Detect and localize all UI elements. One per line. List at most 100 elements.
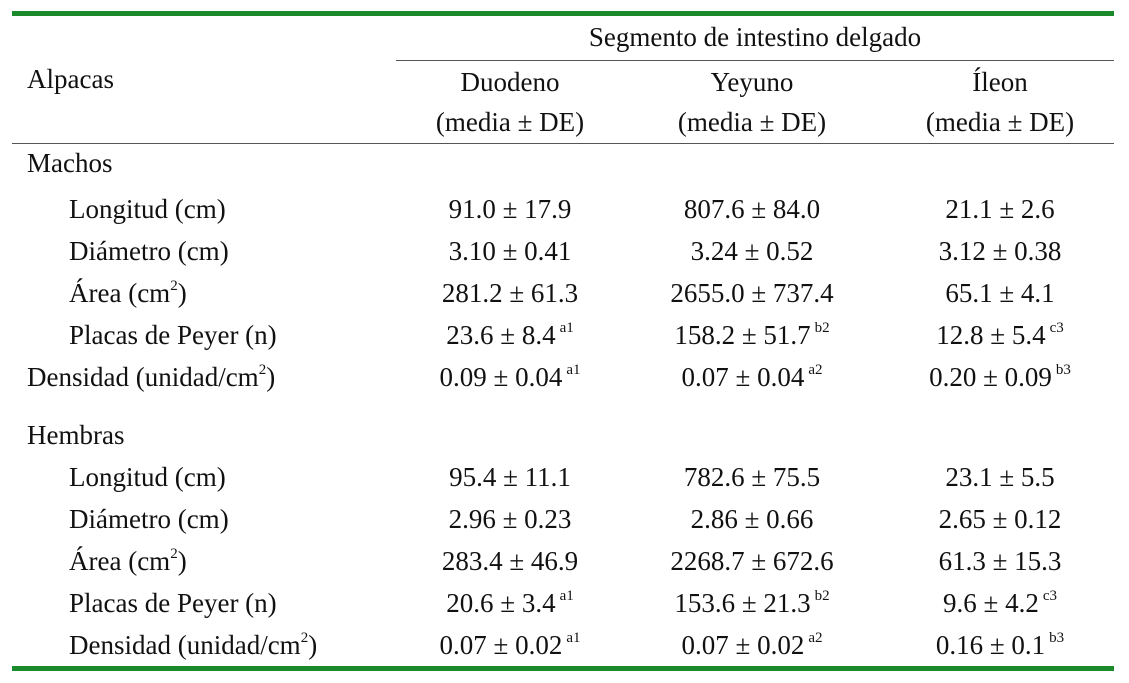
column-header-ileon: Íleon: [972, 67, 1028, 97]
cell-superscript: a2: [808, 362, 823, 378]
table-cell: 2655.0 ± 737.4: [670, 276, 833, 310]
table-cell: 283.4 ± 46.9: [442, 544, 578, 578]
row-label-text: Diámetro (cm): [69, 236, 229, 266]
column-subheader-yeyuno: (media ± DE): [677, 107, 827, 137]
cell-value: 283.4 ± 46.9: [441, 546, 579, 576]
bottom-rule: [12, 666, 1114, 671]
row-label-superscript: 2: [300, 630, 309, 646]
cell-value: 0.07 ± 0.02: [439, 630, 563, 660]
cell-value: 23.6 ± 8.4: [446, 320, 556, 350]
row-label: Área (cm2): [69, 276, 187, 310]
table-cell: 95.4 ± 11.1: [449, 460, 571, 494]
cell-value: 95.4 ± 11.1: [449, 462, 571, 492]
cell-value: 21.1 ± 2.6: [945, 194, 1055, 224]
header-bottom-rule: [12, 143, 1114, 144]
cell-superscript: c3: [1042, 588, 1057, 604]
cell-value: 23.1 ± 5.5: [945, 462, 1055, 492]
row-label: Longitud (cm): [69, 192, 226, 226]
cell-value: 2.86 ± 0.66: [690, 504, 814, 534]
row-label-text: Diámetro (cm): [69, 504, 229, 534]
cell-value: 0.20 ± 0.09: [929, 362, 1052, 392]
cell-value: 91.0 ± 17.9: [448, 194, 572, 224]
cell-value: 65.1 ± 4.1: [945, 278, 1055, 308]
cell-superscript: b2: [814, 320, 830, 336]
cell-superscript: a2: [808, 630, 823, 646]
table-cell: 2268.7 ± 672.6: [670, 544, 833, 578]
row-label-superscript: 2: [170, 546, 178, 562]
cell-superscript: c3: [1049, 320, 1064, 336]
table-cell: 3.10 ± 0.41: [449, 234, 572, 268]
table-cell: 2.65 ± 0.12: [939, 502, 1062, 536]
row-label-tail: ): [308, 630, 318, 660]
cell-value: 2268.7 ± 672.6: [670, 546, 834, 576]
row-label-text: Longitud (cm): [69, 194, 226, 224]
cell-value: 12.8 ± 5.4: [936, 320, 1046, 350]
row-label-tail: ): [177, 546, 187, 576]
row-label: Densidad (unidad/cm2): [27, 360, 275, 394]
table-cell: 21.1 ± 2.6: [945, 192, 1054, 226]
cell-value: 782.6 ± 75.5: [683, 462, 821, 492]
cell-value: 0.07 ± 0.04: [681, 362, 805, 392]
table-cell: 0.20 ± 0.09 b3: [929, 360, 1071, 394]
table-cell: 153.6 ± 21.3 b2: [674, 586, 829, 620]
cell-value: 0.16 ± 0.1: [935, 630, 1046, 660]
row-label: Longitud (cm): [69, 460, 226, 494]
top-rule: [12, 11, 1114, 16]
cell-value: 0.07 ± 0.02: [681, 630, 805, 660]
table-cell: 2.96 ± 0.23: [449, 502, 572, 536]
cell-value: 0.09 ± 0.04: [439, 362, 563, 392]
cell-value: 61.3 ± 15.3: [938, 546, 1062, 576]
cell-superscript: a1: [566, 362, 581, 378]
cell-value: 20.6 ± 3.4: [446, 588, 556, 618]
cell-value: 9.6 ± 4.2: [943, 588, 1039, 618]
table-cell: 9.6 ± 4.2 c3: [943, 586, 1057, 620]
cell-superscript: a1: [559, 588, 574, 604]
table-cell: 65.1 ± 4.1: [945, 276, 1054, 310]
row-label-text: Densidad (unidad/cm: [69, 630, 301, 660]
table-cell: 2.86 ± 0.66: [691, 502, 814, 536]
cell-value: 3.10 ± 0.41: [448, 236, 572, 266]
row-label-tail: ): [266, 362, 276, 392]
section-title: Hembras: [27, 420, 125, 450]
group-header: Segmento de intestino delgado: [588, 22, 922, 52]
cell-superscript: b2: [814, 588, 830, 604]
cell-value: 2.96 ± 0.23: [448, 504, 572, 534]
cell-value: 3.24 ± 0.52: [690, 236, 814, 266]
row-label: Diámetro (cm): [69, 234, 229, 268]
row-label-superscript: 2: [170, 278, 178, 294]
row-label-superscript: 2: [258, 362, 267, 378]
row-label: Área (cm2): [69, 544, 187, 578]
cell-superscript: b3: [1055, 362, 1071, 378]
cell-value: 153.6 ± 21.3: [674, 588, 811, 618]
row-label-text: Densidad (unidad/cm: [27, 362, 259, 392]
table-cell: 61.3 ± 15.3: [939, 544, 1062, 578]
row-label-header: Alpacas: [27, 64, 114, 94]
table-cell: 281.2 ± 61.3: [442, 276, 578, 310]
column-subheader-ileon: (media ± DE): [925, 107, 1075, 137]
row-label: Densidad (unidad/cm2): [69, 628, 317, 662]
cell-superscript: a1: [566, 630, 581, 646]
table-cell: 0.07 ± 0.02 a2: [682, 628, 823, 662]
cell-value: 2655.0 ± 737.4: [670, 278, 834, 308]
cell-superscript: a1: [559, 320, 574, 336]
cell-value: 158.2 ± 51.7: [674, 320, 811, 350]
table-cell: 23.1 ± 5.5: [945, 460, 1054, 494]
table-cell: 91.0 ± 17.9: [449, 192, 572, 226]
table-cell: 3.12 ± 0.38: [939, 234, 1062, 268]
cell-value: 3.12 ± 0.38: [938, 236, 1062, 266]
column-subheader-duodeno: (media ± DE): [435, 107, 585, 137]
table-cell: 0.09 ± 0.04 a1: [440, 360, 581, 394]
table-cell: 0.07 ± 0.04 a2: [682, 360, 823, 394]
row-label: Diámetro (cm): [69, 502, 229, 536]
table-cell: 3.24 ± 0.52: [691, 234, 814, 268]
cell-superscript: b3: [1049, 630, 1065, 646]
row-label-text: Longitud (cm): [69, 462, 226, 492]
column-header-yeyuno: Yeyuno: [710, 67, 794, 97]
row-label-text: Placas de Peyer (n): [69, 588, 277, 618]
row-label: Placas de Peyer (n): [69, 318, 277, 352]
table-cell: 20.6 ± 3.4 a1: [446, 586, 574, 620]
table-cell: 158.2 ± 51.7 b2: [674, 318, 829, 352]
row-label-text: Placas de Peyer (n): [69, 320, 277, 350]
row-label-tail: ): [177, 278, 187, 308]
table-cell: 12.8 ± 5.4 c3: [936, 318, 1064, 352]
